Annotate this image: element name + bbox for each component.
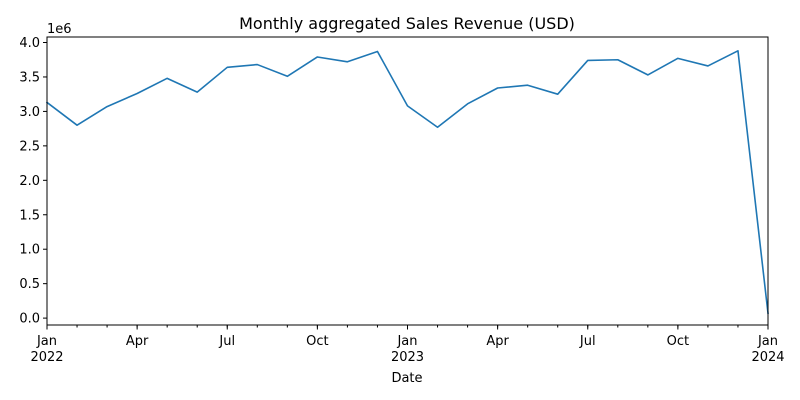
x-axis-label: Date bbox=[391, 371, 422, 386]
x-tick-label: Jan bbox=[396, 334, 417, 349]
y-tick-label: 1.0 bbox=[19, 243, 40, 258]
y-tick-label: 2.0 bbox=[19, 174, 40, 189]
series-layer bbox=[45, 49, 769, 315]
x-tick-year-label: 2022 bbox=[30, 350, 63, 365]
plot-frame bbox=[46, 36, 769, 326]
y-tick-label: 3.5 bbox=[19, 70, 40, 85]
series-line bbox=[45, 49, 769, 315]
x-tick-label: Oct bbox=[306, 334, 328, 349]
y-tick-label: 3.0 bbox=[19, 105, 40, 120]
y-tick-label: 4.0 bbox=[19, 36, 40, 51]
x-tick-label: Jan bbox=[757, 334, 778, 349]
y-tick-label: 0.5 bbox=[19, 277, 40, 292]
x-tick-year-label: 2024 bbox=[751, 350, 784, 365]
y-tick-label: 0.0 bbox=[19, 312, 40, 327]
x-tick-label: Oct bbox=[667, 334, 689, 349]
y-tick-label: 2.5 bbox=[19, 139, 40, 154]
x-tick-year-label: 2023 bbox=[391, 350, 424, 365]
x-tick-label: Jan bbox=[36, 334, 57, 349]
x-tick-label: Jul bbox=[579, 334, 596, 349]
y-tick-label: 1.5 bbox=[19, 208, 40, 223]
x-tick-label: Apr bbox=[486, 334, 509, 349]
x-tick-label: Jul bbox=[218, 334, 235, 349]
chart-title: Monthly aggregated Sales Revenue (USD) bbox=[239, 14, 575, 33]
x-tick-label: Apr bbox=[126, 334, 149, 349]
y-offset-label: 1e6 bbox=[47, 22, 72, 37]
